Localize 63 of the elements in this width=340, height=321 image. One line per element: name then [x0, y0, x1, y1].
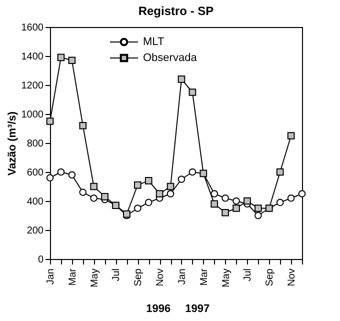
point [210, 190, 218, 198]
point [287, 132, 295, 140]
point [276, 168, 284, 176]
x-tick-label: Jan [46, 268, 56, 285]
y-tick-label: 0 [38, 254, 44, 266]
point [254, 212, 262, 220]
point [210, 200, 218, 208]
point [90, 194, 98, 202]
point [254, 204, 262, 212]
point [178, 176, 186, 183]
point [134, 181, 142, 189]
point [232, 197, 240, 205]
x-tick-label: May [220, 268, 232, 288]
text: 1997 [185, 303, 210, 315]
point [90, 182, 98, 190]
point [57, 54, 65, 62]
legend-label: MLT [143, 36, 164, 48]
y-tick-label: 1400 [21, 52, 44, 62]
x-tick-label: Nov [155, 268, 166, 286]
point [276, 198, 284, 206]
point [232, 204, 240, 212]
y-tick-label: 1600 [21, 22, 44, 34]
point [79, 122, 87, 130]
y-tick-label: 600 [26, 168, 44, 178]
x-tick-label: May [89, 268, 100, 288]
point [144, 177, 152, 184]
point [222, 208, 229, 216]
text: 1996 [146, 303, 171, 315]
y-tick-label: 1200 [21, 80, 44, 92]
point [287, 194, 295, 202]
point [166, 182, 174, 190]
point [57, 168, 65, 176]
point [144, 198, 152, 206]
y-tick-label: 800 [26, 138, 44, 150]
x-tick-label: Mar [67, 268, 78, 286]
legend-label: Observada [143, 52, 198, 64]
point [68, 56, 76, 64]
point [134, 204, 142, 212]
point [46, 174, 54, 182]
point [166, 190, 174, 198]
x-tick-label: Mar [198, 268, 210, 286]
x-tick-label: Jan [176, 268, 188, 285]
y-tick-label: 200 [26, 226, 44, 236]
y-tick-label: 1000 [21, 110, 44, 120]
x-tick-label: Sep [264, 268, 276, 286]
point [101, 192, 108, 200]
point [79, 188, 87, 196]
x-tick-label: Jul [111, 268, 122, 282]
point [188, 168, 196, 176]
x-tick-label: Nov [286, 268, 298, 286]
y-tick-label: 400 [26, 196, 44, 208]
point [244, 197, 251, 205]
point [46, 118, 54, 125]
point [178, 76, 186, 83]
x-tick-label: Sep [133, 268, 144, 286]
chart-title: Registro - SP [138, 4, 214, 18]
point [156, 190, 164, 198]
point [68, 171, 76, 179]
x-tick-label: Jul [242, 268, 254, 282]
point [188, 88, 196, 96]
point [222, 194, 229, 202]
y-axis-title: Vazão (m³/s) [6, 111, 18, 176]
point [298, 190, 306, 198]
